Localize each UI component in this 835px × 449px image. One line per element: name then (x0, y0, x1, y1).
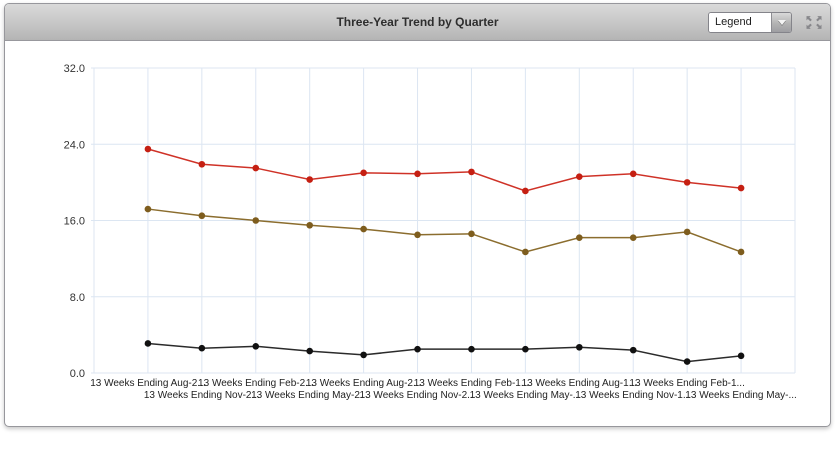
olive-series-point (252, 217, 260, 224)
red-series-point (576, 173, 583, 180)
black-series-point (144, 340, 152, 347)
black-series-point (360, 351, 367, 359)
trend-line-chart: 0.0 8.0 16.0 24.0 32.0 13 Weeks Ending Aug-2.… (64, 63, 797, 401)
black-series-point (683, 358, 691, 365)
y-axis-tick-label: 24.0 (64, 139, 85, 151)
olive-series-point (414, 231, 421, 239)
chart-widget: Three-Year Trend by Quarter Legend (4, 3, 831, 427)
red-series-point (683, 179, 691, 186)
x-axis-label: 13 Weeks Ending Nov-2... (360, 390, 476, 401)
red-series-point (144, 145, 152, 153)
x-axis-label: 13 Weeks Ending Feb-1... (629, 378, 744, 389)
widget-header: Three-Year Trend by Quarter Legend (5, 4, 830, 41)
red-series-point (252, 164, 260, 172)
widget-title: Three-Year Trend by Quarter (336, 15, 499, 29)
y-axis-tick-label: 8.0 (70, 292, 85, 304)
olive-series-point (198, 212, 206, 220)
black-series-point (468, 345, 475, 353)
y-axis-tick-label: 32.0 (64, 63, 85, 75)
black-series-point (252, 343, 260, 350)
x-axis-label: 13 Weeks Ending Feb-1... (414, 378, 529, 389)
maximize-icon[interactable] (805, 15, 823, 30)
red-series-point (414, 170, 421, 178)
olive-series-point (468, 230, 475, 238)
legend-dropdown-value[interactable]: Legend (709, 12, 771, 32)
black-series-point (629, 346, 637, 354)
x-axis-label: 13 Weeks Ending Aug-1... (522, 378, 637, 389)
olive-series-point (144, 205, 152, 213)
olive-series-point (306, 221, 313, 229)
x-axis-label: 13 Weeks Ending May-... (470, 390, 582, 401)
black-series-point (576, 343, 583, 351)
x-axis-label: 13 Weeks Ending Nov-2... (144, 390, 260, 401)
black-series-point (306, 347, 313, 355)
red-series-point (198, 160, 206, 168)
x-axis-label: 13 Weeks Ending May-... (685, 390, 797, 401)
olive-series-point (522, 248, 529, 256)
black-series-point (414, 345, 421, 353)
olive-series-point (576, 234, 583, 241)
red-series-point (360, 169, 367, 177)
black-series-point (198, 344, 206, 352)
red-series-line (147, 148, 742, 192)
y-axis-tick-label: 0.0 (70, 368, 85, 380)
red-series-point (306, 176, 313, 183)
olive-series-point (683, 228, 691, 236)
chevron-down-icon (777, 19, 786, 25)
olive-series-point (629, 234, 637, 241)
red-series-point (522, 187, 529, 195)
black-series-point (522, 345, 529, 353)
black-series-point (737, 352, 745, 360)
red-series-point (468, 168, 475, 176)
chart-area: 0.0 8.0 16.0 24.0 32.0 13 Weeks Ending Aug-2.… (5, 41, 830, 427)
legend-dropdown-arrow-button[interactable] (771, 12, 791, 32)
x-axis-label: 13 Weeks Ending Feb-2... (198, 378, 313, 389)
y-axis-tick-label: 16.0 (64, 216, 85, 228)
legend-dropdown[interactable]: Legend (708, 11, 792, 33)
header-controls: Legend (708, 4, 823, 40)
x-axis-label: 13 Weeks Ending Aug-2... (90, 378, 205, 389)
olive-series-point (737, 248, 745, 256)
red-series-point (629, 170, 637, 178)
x-axis-label: 13 Weeks Ending May-2... (251, 390, 368, 401)
red-series-point (737, 184, 745, 192)
x-axis-label: 13 Weeks Ending Aug-2... (306, 378, 421, 389)
olive-series-point (360, 225, 367, 233)
black-series-line (147, 342, 742, 363)
olive-series-line (147, 208, 742, 253)
x-axis-label: 13 Weeks Ending Nov-1... (575, 390, 691, 401)
